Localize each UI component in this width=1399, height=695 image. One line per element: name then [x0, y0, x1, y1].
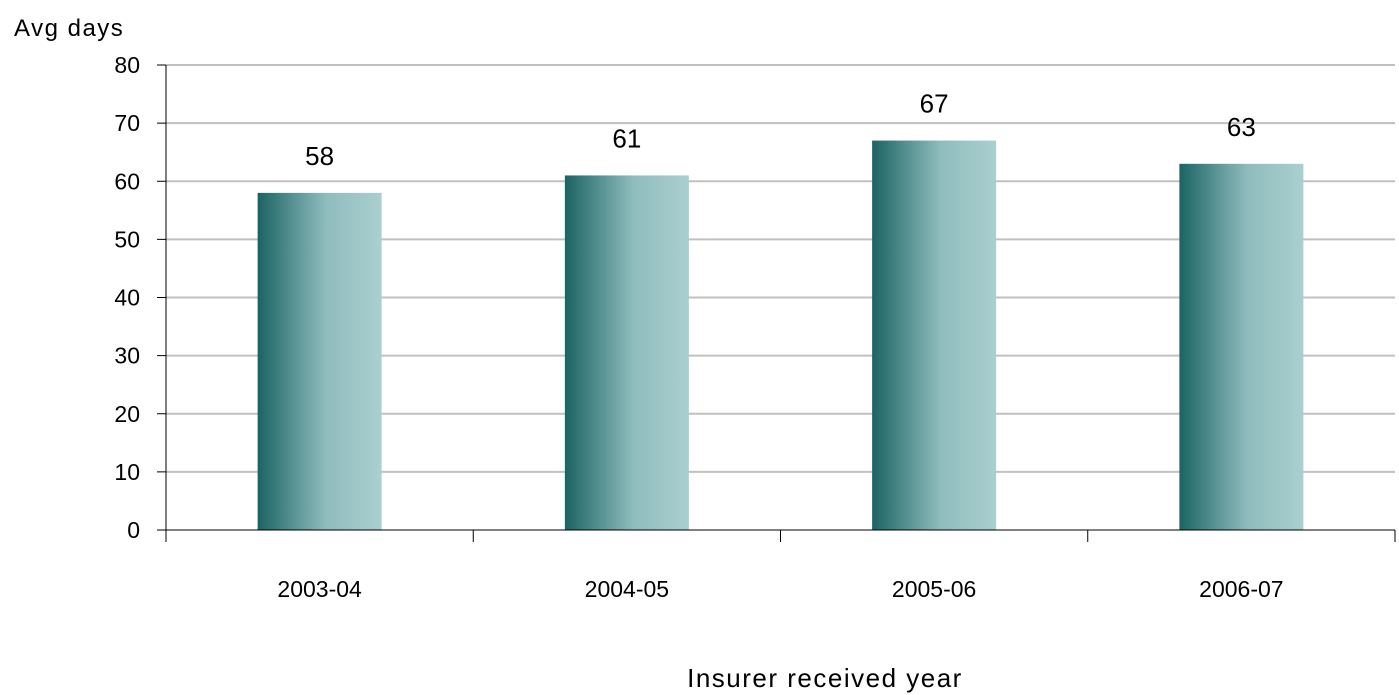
y-axis-title: Avg days: [14, 15, 124, 42]
x-tick-label: 2004-05: [585, 576, 669, 602]
bars: [257, 140, 1304, 530]
labels: 0 10 20 30 40 50 60 70 80 58 2003-04 61 2004-05 67 200…: [114, 52, 1283, 602]
data-label: 63: [1227, 112, 1256, 142]
y-tick-label: 20: [114, 401, 140, 427]
bar: [257, 192, 382, 530]
y-tick-label: 30: [114, 343, 140, 369]
y-tick-label: 0: [127, 517, 140, 543]
y-tick-label: 40: [114, 285, 140, 311]
y-tick-label: 70: [114, 110, 140, 136]
x-tick-label: 2003-04: [277, 576, 362, 602]
axes: [157, 64, 1396, 542]
y-tick-label: 10: [114, 459, 140, 485]
data-label: 58: [305, 141, 334, 171]
x-tick-label: 2005-06: [892, 576, 976, 602]
y-tick-label: 60: [114, 168, 140, 194]
y-tick-label: 50: [114, 226, 140, 252]
x-tick-label: 2006-07: [1199, 576, 1283, 602]
x-axis-title: Insurer received year: [687, 663, 963, 693]
bar: [564, 175, 689, 530]
bar: [1179, 163, 1304, 530]
data-label: 61: [612, 123, 641, 153]
data-label: 67: [920, 89, 949, 119]
y-tick-label: 80: [114, 52, 140, 78]
bar: [872, 140, 997, 530]
